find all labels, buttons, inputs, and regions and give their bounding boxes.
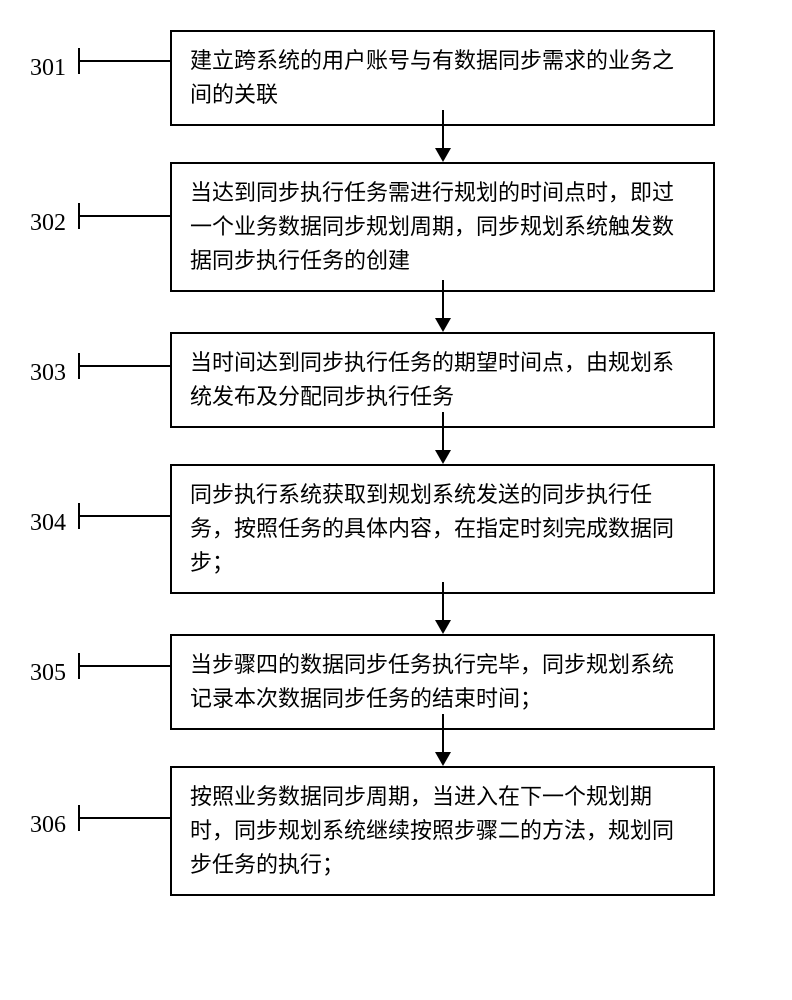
step-label-305: 305 — [30, 660, 66, 687]
arrow-head-301 — [435, 148, 451, 162]
step-box-302: 当达到同步执行任务需进行规划的时间点时，即过一个业务数据同步规划周期，同步规划系… — [170, 162, 715, 292]
arrow-line-305 — [442, 714, 444, 752]
arrow-line-302 — [442, 280, 444, 318]
step-label-304: 304 — [30, 510, 66, 537]
flowchart-container: 301 建立跨系统的用户账号与有数据同步需求的业务之间的关联 302 当达到同步… — [0, 0, 792, 1000]
arrow-head-304 — [435, 620, 451, 634]
arrow-head-303 — [435, 450, 451, 464]
step-label-306: 306 — [30, 812, 66, 839]
connector-h-305 — [78, 665, 170, 667]
step-label-302: 302 — [30, 210, 66, 237]
connector-h-304 — [78, 515, 170, 517]
connector-h-301 — [78, 60, 170, 62]
connector-h-306 — [78, 817, 170, 819]
arrow-line-304 — [442, 582, 444, 620]
arrow-head-305 — [435, 752, 451, 766]
step-label-301: 301 — [30, 55, 66, 82]
arrow-line-301 — [442, 110, 444, 148]
arrow-head-302 — [435, 318, 451, 332]
connector-h-303 — [78, 365, 170, 367]
step-box-306: 按照业务数据同步周期，当进入在下一个规划期时，同步规划系统继续按照步骤二的方法，… — [170, 766, 715, 896]
connector-h-302 — [78, 215, 170, 217]
step-label-303: 303 — [30, 360, 66, 387]
step-box-304: 同步执行系统获取到规划系统发送的同步执行任务，按照任务的具体内容，在指定时刻完成… — [170, 464, 715, 594]
arrow-line-303 — [442, 412, 444, 450]
